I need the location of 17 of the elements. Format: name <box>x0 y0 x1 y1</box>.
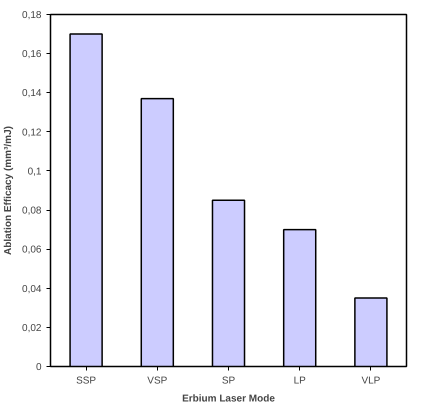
y-tick-label: 0,04 <box>22 284 42 295</box>
y-tick-label: 0,06 <box>22 244 42 256</box>
y-tick-label: 0,08 <box>22 206 42 217</box>
x-tick-label: VLP <box>361 376 381 386</box>
y-tick-label: 0 <box>36 362 42 373</box>
x-tick-label: VSP <box>147 376 168 386</box>
x-tick-label: SSP <box>76 376 96 386</box>
y-tick-label: 0,1 <box>28 166 42 178</box>
y-tick-label: 0,12 <box>22 127 42 138</box>
x-tick-label: SP <box>222 376 236 386</box>
x-axis-title: Erbium Laser Mode <box>182 394 276 404</box>
y-tick-label: 0,18 <box>22 10 42 21</box>
y-axis-title: Ablation Efficacy (mm³/mJ) <box>3 126 14 255</box>
x-tick-label: LP <box>294 376 306 386</box>
y-tick-label: 0,02 <box>22 322 42 334</box>
y-tick-label: 0,16 <box>22 49 42 60</box>
y-tick-label: 0,14 <box>22 88 42 100</box>
